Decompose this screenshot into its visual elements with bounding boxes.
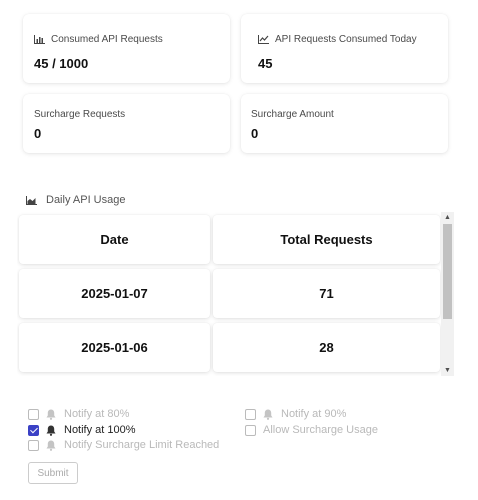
option-label: Allow Surcharge Usage bbox=[263, 424, 378, 436]
stat-card-today: API Requests Consumed Today 45 bbox=[241, 14, 448, 83]
table-scrollbar[interactable]: ▲ ▼ bbox=[441, 212, 454, 376]
checkbox[interactable] bbox=[245, 408, 256, 420]
option-notify-80[interactable]: Notify at 80% bbox=[28, 408, 129, 420]
option-label: Notify Surcharge Limit Reached bbox=[64, 439, 220, 451]
line-chart-icon bbox=[258, 35, 269, 44]
scroll-thumb[interactable] bbox=[443, 224, 452, 319]
submit-button[interactable]: Submit bbox=[28, 462, 78, 484]
section-title: Daily API Usage bbox=[26, 194, 125, 206]
stat-label: Surcharge Requests bbox=[34, 109, 126, 120]
stat-label: API Requests Consumed Today bbox=[275, 34, 417, 45]
table-cell-date: 2025-01-07 bbox=[19, 269, 210, 318]
checkbox[interactable] bbox=[28, 439, 39, 451]
option-notify-100[interactable]: Notify at 100% bbox=[28, 424, 136, 436]
section-title-text: Daily API Usage bbox=[46, 194, 126, 206]
scroll-down-icon[interactable]: ▼ bbox=[444, 367, 451, 374]
checkbox[interactable] bbox=[245, 424, 256, 436]
table-cell-total: 28 bbox=[213, 323, 440, 372]
checkbox[interactable] bbox=[28, 408, 39, 420]
table-cell-total: 71 bbox=[213, 269, 440, 318]
option-notify-90[interactable]: Notify at 90% bbox=[245, 408, 346, 420]
option-label: Notify at 90% bbox=[281, 408, 347, 420]
stat-value: 0 bbox=[251, 126, 259, 141]
bell-icon bbox=[46, 440, 56, 451]
stat-value: 45 / 1000 bbox=[34, 56, 89, 71]
area-chart-icon bbox=[26, 195, 37, 205]
stat-card-surcharge-amount: Surcharge Amount 0 bbox=[241, 94, 448, 153]
option-allow-surcharge[interactable]: Allow Surcharge Usage bbox=[245, 424, 378, 436]
column-header-total: Total Requests bbox=[213, 215, 440, 264]
stat-value: 45 bbox=[258, 56, 273, 71]
checkbox-checked[interactable] bbox=[28, 424, 39, 436]
column-header-date: Date bbox=[19, 215, 210, 264]
option-notify-surcharge-limit[interactable]: Notify Surcharge Limit Reached bbox=[28, 439, 219, 451]
scroll-up-icon[interactable]: ▲ bbox=[444, 214, 451, 221]
option-label: Notify at 80% bbox=[64, 408, 130, 420]
bell-icon bbox=[46, 409, 56, 420]
bell-icon bbox=[46, 425, 56, 436]
stat-card-consumed: Consumed API Requests 45 / 1000 bbox=[23, 14, 230, 83]
usage-table[interactable]: Date Total Requests 2025-01-07 71 2025-0… bbox=[17, 212, 455, 376]
stat-label: Surcharge Amount bbox=[251, 109, 334, 120]
bar-chart-icon bbox=[34, 35, 45, 44]
bell-icon bbox=[263, 409, 273, 420]
table-cell-date: 2025-01-06 bbox=[19, 323, 210, 372]
stat-card-surcharge-requests: Surcharge Requests 0 bbox=[23, 94, 230, 153]
stat-value: 0 bbox=[34, 126, 42, 141]
stat-label: Consumed API Requests bbox=[51, 34, 163, 45]
option-label: Notify at 100% bbox=[64, 424, 136, 436]
